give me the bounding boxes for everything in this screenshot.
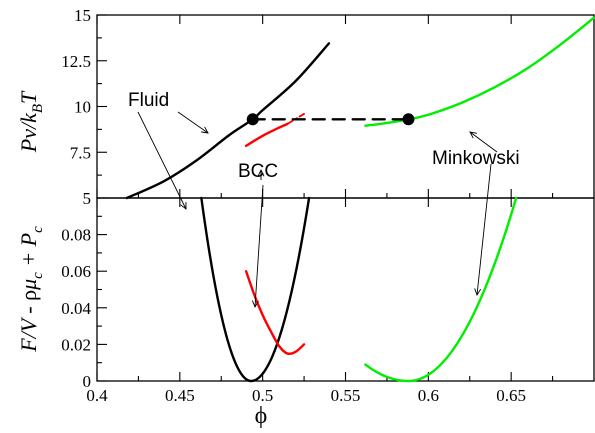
coexistence-point (246, 113, 259, 126)
annotation-minkowski: Minkowski (432, 148, 520, 169)
minkowski-arrow-top (469, 131, 498, 153)
x-tick-label: 0.5 (252, 386, 273, 405)
top-plot-frame (96, 14, 595, 199)
top-y-tick-label: 7.5 (70, 143, 91, 162)
bcc-arrow-bottom (254, 184, 264, 308)
top-y-tick-label: 5 (83, 189, 92, 208)
x-tick-label: 0.65 (496, 386, 526, 405)
bottom-y-tick-label: 0.04 (61, 299, 91, 318)
bottom-series-fluid (200, 196, 311, 383)
bottom-series-bcc (244, 270, 306, 356)
top-y-tick-label: 15 (74, 6, 91, 25)
top-series-bcc (244, 122, 289, 148)
annotation-fluid: Fluid (128, 90, 169, 111)
bcc-arrow-top-head (257, 168, 265, 177)
bottom-y-tick-label: 0 (83, 372, 92, 391)
annotation-arrows (137, 111, 498, 309)
x-axis-title: ϕ (255, 403, 268, 429)
coexistence-point (402, 113, 415, 126)
minkowski-arrow-bottom (476, 163, 492, 296)
svg-text:Pv/kBT: Pv/kBT (16, 90, 46, 153)
bcc-arrow-bottom-head (251, 300, 259, 309)
bottom-series-minkowski (364, 196, 518, 383)
fluid-arrow-bottom (137, 111, 187, 210)
top-y-axis-title: Pv/kBT (16, 90, 46, 153)
fluid-arrow-top (177, 111, 209, 134)
fluid-arrow-top-head (201, 126, 209, 134)
top-y-tick-label: 12.5 (61, 52, 91, 71)
bottom-y-tick-label: 0.02 (61, 335, 91, 354)
bottom-y-tick-label: 0.06 (61, 262, 91, 281)
bottom-plot-frame (96, 197, 595, 382)
fluid-arrow-bottom-head (180, 201, 187, 210)
x-tick-label: 0.55 (331, 386, 361, 405)
minkowski-arrow-bottom-head (474, 288, 482, 297)
top-panel: 5 7.5 10 12.5 15 Fluid BCC Minkowski (61, 6, 595, 208)
x-tick-label: 0.4 (86, 386, 108, 405)
bottom-panel: 0 0.02 0.04 0.06 0.08 0.4 0.45 0.5 0.55 0.6 0.65 (61, 196, 595, 405)
top-series-fluid (125, 42, 331, 200)
top-series-minkowski (364, 16, 595, 127)
bottom-y-axis-title: F/V - ρμc + Pc (16, 226, 46, 353)
bottom-y-tick-label: 0.08 (61, 226, 91, 245)
x-tick-label: 0.45 (165, 386, 195, 405)
minkowski-arrow-top-head (469, 131, 477, 139)
top-y-tick-label: 10 (74, 98, 91, 117)
svg-text:F/V - ρμc + Pc: F/V - ρμc + Pc (16, 226, 46, 353)
annotation-bcc: BCC (238, 161, 278, 182)
x-tick-label: 0.6 (418, 386, 439, 405)
